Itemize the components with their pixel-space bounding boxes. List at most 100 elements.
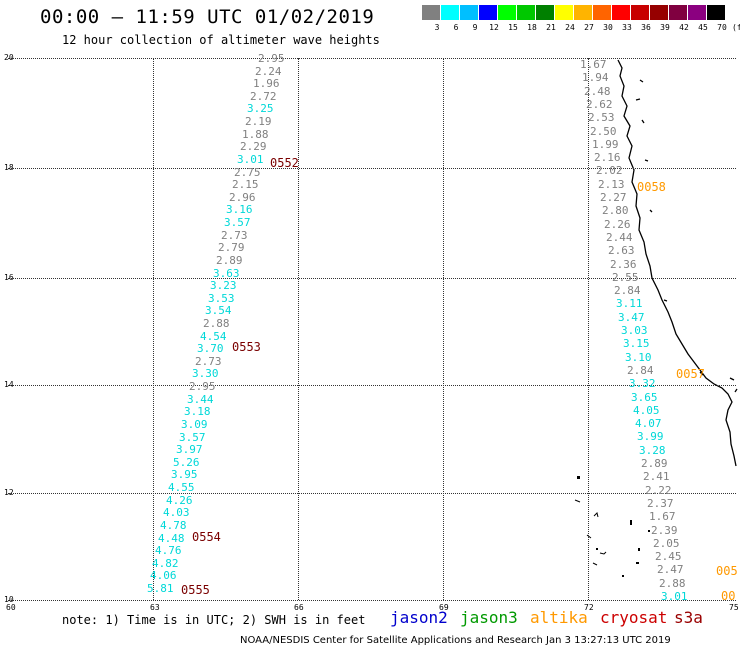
scale-tick-label: 39 [660, 23, 670, 32]
wave-height-value: 2.63 [608, 244, 635, 257]
wave-height-value: 2.73 [195, 355, 222, 368]
pass-time-label: 0057 [676, 367, 705, 381]
wave-height-value: 4.07 [635, 417, 662, 430]
wave-height-value: 3.99 [637, 430, 664, 443]
scale-tick-label: 70 [717, 23, 727, 32]
wave-height-value: 2.24 [255, 65, 282, 78]
scale-swatch [536, 5, 554, 20]
wave-height-value: 3.28 [639, 444, 666, 457]
x-axis-label: 60 [6, 603, 16, 612]
pass-time-label: 0555 [181, 583, 210, 597]
wave-height-value: 3.57 [179, 431, 206, 444]
wave-height-value: 2.50 [590, 125, 617, 138]
page-title: 00:00 – 11:59 UTC 01/02/2019 [40, 6, 375, 28]
wave-height-value: 5.26 [173, 456, 200, 469]
scale-tick-label: 33 [622, 23, 632, 32]
scale-tick-label: 6 [453, 23, 459, 32]
x-axis-label: 63 [150, 603, 160, 612]
wave-height-value: 5.81 [147, 582, 174, 595]
grid-line-horizontal [8, 493, 736, 494]
wave-height-value: 3.30 [192, 367, 219, 380]
wave-height-value: 3.32 [629, 377, 656, 390]
wave-height-value: 4.48 [158, 532, 185, 545]
wave-height-value: 3.01 [237, 153, 264, 166]
wave-height-value: 2.53 [588, 111, 615, 124]
y-axis-label: 14 [4, 380, 14, 389]
legend-item-jason2: jason2 [390, 608, 448, 627]
wave-height-value: 2.13 [598, 178, 625, 191]
wave-height-value: 2.19 [245, 115, 272, 128]
grid-line-horizontal [8, 58, 736, 59]
scale-tick-label: 24 [565, 23, 575, 32]
wave-height-value: 2.89 [216, 254, 243, 267]
wave-height-value: 2.88 [659, 577, 686, 590]
x-axis-label: 75 [729, 603, 739, 612]
wave-height-value: 2.27 [600, 191, 627, 204]
wave-height-value: 1.99 [592, 138, 619, 151]
grid-line-horizontal [8, 278, 736, 279]
scale-swatch [593, 5, 611, 20]
scale-tick-label: 9 [472, 23, 478, 32]
wave-height-value: 1.96 [253, 77, 280, 90]
wave-height-value: 3.18 [184, 405, 211, 418]
wave-height-value: 2.41 [643, 470, 670, 483]
wave-height-value: 3.23 [210, 279, 237, 292]
wave-height-value: 3.16 [226, 203, 253, 216]
y-axis-label: 20 [4, 53, 14, 62]
grid-line-horizontal [8, 385, 736, 386]
wave-height-value: 2.95 [189, 380, 216, 393]
wave-height-value: 3.44 [187, 393, 214, 406]
wave-height-value: 2.55 [612, 271, 639, 284]
pass-time-label: 0553 [232, 340, 261, 354]
scale-swatch [479, 5, 497, 20]
scale-tick-label: 12 [489, 23, 499, 32]
y-axis-label: 12 [4, 488, 14, 497]
scale-tick-label: 30 [603, 23, 613, 32]
y-axis-label: 16 [4, 273, 14, 282]
wave-height-value: 2.02 [596, 164, 623, 177]
wave-height-value: 1.94 [582, 71, 609, 84]
wave-height-value: 4.54 [200, 330, 227, 343]
y-axis-label: 10 [4, 595, 14, 604]
legend-item-s3a: s3a [674, 608, 703, 627]
wave-height-value: 2.73 [221, 229, 248, 242]
wave-height-value: 2.88 [203, 317, 230, 330]
scale-tick-label: 42 [679, 23, 689, 32]
scale-tick-label: 27 [584, 23, 594, 32]
scale-tick-label: 3 [434, 23, 440, 32]
legend-item-altika: altika [530, 608, 588, 627]
scale-tick-label: 18 [527, 23, 537, 32]
grid-line-vertical [298, 58, 299, 600]
wave-height-value: 3.47 [618, 311, 645, 324]
wave-height-value: 4.05 [633, 404, 660, 417]
wave-height-value: 2.89 [641, 457, 668, 470]
grid-line-horizontal [8, 600, 736, 601]
wave-height-value: 2.96 [229, 191, 256, 204]
wave-height-value: 3.65 [631, 391, 658, 404]
wave-height-value: 2.16 [594, 151, 621, 164]
grid-line-vertical [153, 58, 154, 600]
wave-height-value: 3.70 [197, 342, 224, 355]
scale-swatch [650, 5, 668, 20]
wave-height-value: 3.97 [176, 443, 203, 456]
wave-height-value: 3.03 [621, 324, 648, 337]
wave-height-value: 2.22 [645, 484, 672, 497]
wave-height-value: 2.72 [250, 90, 277, 103]
wave-height-value: 2.95 [258, 52, 285, 65]
scale-swatch [422, 5, 440, 20]
wave-height-value: 3.63 [213, 267, 240, 280]
scale-swatch [555, 5, 573, 20]
wave-height-value: 3.57 [224, 216, 251, 229]
scale-swatch [669, 5, 687, 20]
wave-height-value: 3.10 [625, 351, 652, 364]
page-subtitle: 12 hour collection of altimeter wave hei… [62, 33, 380, 47]
wave-height-value: 2.15 [232, 178, 259, 191]
wave-height-value: 4.76 [155, 544, 182, 557]
grid-line-vertical [443, 58, 444, 600]
pass-time-label: 0552 [270, 156, 299, 170]
legend-item-cryosat: cryosat [600, 608, 668, 627]
wave-height-value: 3.15 [623, 337, 650, 350]
wave-height-value: 1.67 [649, 510, 676, 523]
